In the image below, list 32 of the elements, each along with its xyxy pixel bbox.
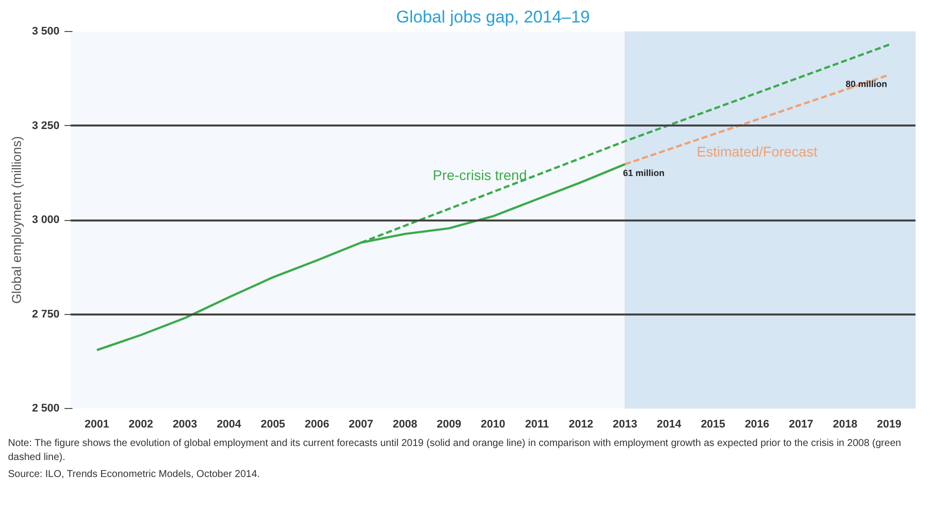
x-tick-label: 2013 [612, 418, 638, 430]
chart-title: Global jobs gap, 2014–19 [396, 8, 590, 26]
y-tick-label: 3 250 [32, 120, 60, 132]
x-tick-label: 2007 [348, 418, 374, 430]
text: Note: The figure shows the evolution of global employment and its current forecasts until 2019 (solid and orange line) in comparison with employment growth as expected prior to the crisis in 2008 (green dashed line). [8, 437, 902, 466]
y-axis-title: Global employment (millions) [8, 136, 24, 304]
y-tick-label: 2 500 [32, 402, 60, 414]
x-tick-label: 2014 [656, 418, 682, 430]
annotation: 80 million [846, 78, 888, 89]
x-tick-label: 2017 [788, 418, 814, 430]
x-tick-label: 2005 [260, 418, 286, 430]
series-label: Estimated/Forecast [696, 144, 818, 160]
annotation: 61 million [623, 168, 665, 178]
y-tick-label: 3 000 [32, 214, 60, 226]
x-tick-label: 2006 [304, 418, 330, 430]
series-label: Pre-crisis trend [432, 166, 527, 183]
x-tick-label: 2009 [436, 418, 462, 430]
x-tick-label: 2018 [832, 418, 858, 430]
x-tick-label: 2002 [128, 418, 154, 430]
source-note: Source: ILO, Trends Econometric Models, October 2014. [8, 468, 261, 482]
x-tick-label: 2010 [480, 418, 506, 430]
y-tick-label: 3 500 [32, 26, 60, 38]
x-tick-label: 2003 [172, 418, 198, 430]
x-tick-label: 2004 [216, 418, 242, 430]
x-tick-label: 2008 [392, 418, 418, 430]
x-tick-label: 2012 [568, 418, 594, 430]
x-tick-label: 2001 [84, 418, 110, 430]
x-tick-label: 2011 [525, 418, 549, 430]
x-tick-label: 2016 [744, 418, 770, 430]
y-tick-label: 2 750 [32, 308, 60, 320]
x-tick-label: 2015 [700, 418, 726, 430]
x-tick-label: 2019 [876, 418, 902, 430]
